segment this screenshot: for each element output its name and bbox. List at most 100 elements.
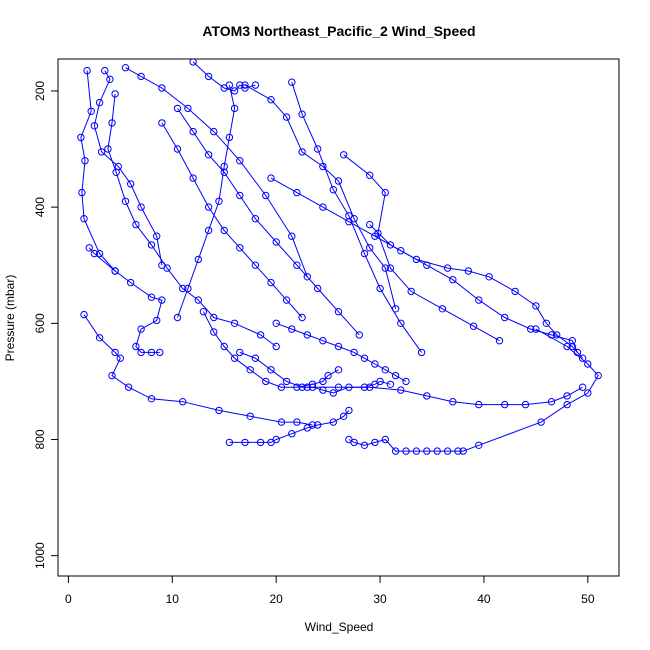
data-point (78, 188, 86, 197)
data-point (371, 438, 379, 447)
data-point (334, 366, 343, 374)
data-point (371, 232, 379, 240)
data-point (194, 255, 203, 264)
data-point (532, 302, 540, 310)
data-point (230, 319, 239, 327)
data-point (381, 435, 389, 444)
data-point (397, 386, 405, 394)
data-point (262, 191, 270, 200)
data-point (272, 435, 280, 444)
data-point (241, 438, 249, 447)
data-point (495, 337, 504, 345)
data-point (334, 383, 343, 391)
series-line (125, 67, 308, 277)
data-point (236, 191, 244, 200)
data-point (371, 360, 379, 368)
x-tick-label: 30 (373, 592, 387, 606)
data-point (553, 331, 561, 339)
data-point (116, 354, 125, 362)
data-point (251, 215, 260, 223)
x-axis-label: Wind_Speed (305, 620, 374, 634)
data-point (293, 188, 301, 197)
x-tick-label: 50 (581, 592, 595, 606)
series-line (307, 386, 583, 406)
data-point (547, 331, 556, 339)
series-line (276, 322, 407, 382)
data-point (376, 284, 384, 293)
data-point (210, 328, 218, 336)
data-point (288, 78, 296, 86)
series-line (88, 247, 163, 353)
data-point (80, 310, 88, 319)
data-point (376, 377, 384, 386)
chart-title: ATOM3 Northeast_Pacific_2 Wind_Speed (202, 23, 475, 39)
data-point (282, 377, 291, 386)
data-point (423, 261, 431, 269)
data-point (303, 383, 311, 391)
data-point (108, 119, 116, 127)
data-point (314, 145, 322, 153)
data-point (391, 447, 400, 455)
data-point (90, 249, 99, 258)
data-point (277, 418, 286, 426)
data-point (230, 354, 239, 362)
data-point (563, 400, 571, 409)
data-point (568, 342, 576, 351)
data-point (95, 249, 104, 258)
data-point (137, 325, 145, 333)
series-group (77, 59, 602, 455)
data-point (288, 232, 296, 240)
data-point (578, 354, 587, 362)
data-point (230, 104, 239, 113)
data-point (386, 264, 395, 272)
data-point (220, 162, 228, 171)
data-point (594, 371, 602, 380)
data-point (303, 331, 311, 339)
data-point (340, 151, 348, 159)
data-point (272, 238, 280, 246)
data-point (314, 284, 322, 293)
data-point (355, 331, 363, 339)
data-point (97, 148, 106, 156)
series-line (239, 351, 391, 394)
data-point (563, 392, 571, 400)
data-point (184, 104, 192, 113)
y-tick-label: 800 (33, 429, 47, 449)
data-point (90, 122, 99, 130)
data-point (121, 197, 130, 206)
data-point (153, 316, 161, 325)
series-line (343, 154, 500, 342)
data-point (204, 226, 213, 235)
series-line (177, 108, 360, 336)
data-point (137, 348, 145, 357)
data-point (391, 371, 400, 380)
y-axis: 200 400 600 800 1000 (33, 81, 59, 569)
data-point (267, 366, 275, 374)
data-point (366, 220, 374, 229)
data-point (230, 87, 239, 95)
data-point (199, 308, 208, 316)
series-layer (77, 59, 602, 455)
data-point (83, 66, 91, 75)
data-point (345, 406, 353, 415)
data-point (225, 133, 234, 142)
data-point (220, 342, 228, 351)
data-point (381, 188, 389, 197)
data-point (189, 174, 197, 182)
data-point (80, 215, 88, 223)
data-point (236, 157, 244, 165)
data-point (189, 127, 197, 136)
data-point (111, 267, 119, 275)
data-point (204, 72, 213, 81)
data-point (246, 366, 254, 374)
data-point (132, 342, 140, 351)
data-point (542, 319, 550, 327)
data-point (324, 371, 332, 380)
data-point (251, 81, 260, 89)
data-point (241, 84, 249, 92)
data-point (501, 313, 509, 322)
data-point (293, 418, 301, 426)
data-point (443, 447, 452, 455)
data-point (366, 244, 374, 252)
data-point (85, 244, 93, 252)
